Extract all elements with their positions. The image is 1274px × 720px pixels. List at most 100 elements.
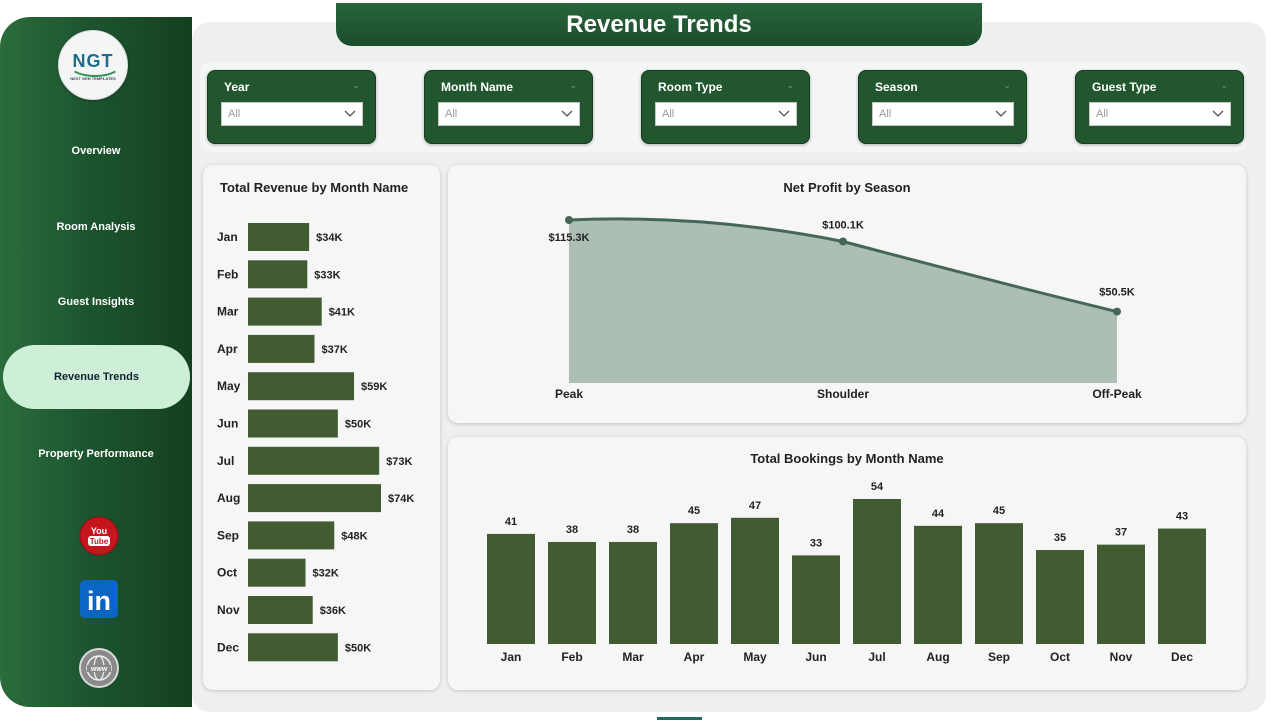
chevron-down-icon: ⌄ — [1220, 80, 1228, 90]
bookings-chart-card: Total Bookings by Month Name 41 Jan 38 Feb 3… — [448, 437, 1246, 690]
revenue-bar-jan[interactable] — [248, 223, 310, 251]
svg-text:Tube: Tube — [90, 537, 109, 546]
bookings-bar-jun[interactable] — [792, 555, 840, 644]
data-label: $74K — [388, 493, 414, 505]
season-dropdown[interactable]: All — [872, 102, 1014, 126]
revenue-bar-sep[interactable] — [248, 521, 335, 550]
category-label: Sep — [988, 650, 1010, 664]
chevron-down-icon — [778, 110, 790, 117]
slicer-label: Month Name — [441, 80, 513, 94]
slicer-label: Room Type — [658, 80, 723, 94]
data-label: 43 — [1176, 511, 1188, 523]
slicer-year: Year ⌄ All — [207, 70, 376, 144]
category-label: Oct — [217, 566, 237, 580]
nav-item-guest-insights[interactable]: Guest Insights — [57, 296, 135, 308]
data-label: $33K — [314, 269, 340, 281]
sidebar: NGT NEXT GEN TEMPLATES Overview Room Ana… — [0, 17, 192, 707]
dropdown-value: All — [662, 108, 675, 120]
category-label: Aug — [217, 491, 240, 505]
logo-swoosh — [69, 53, 121, 77]
chevron-down-icon: ⌄ — [786, 80, 794, 90]
slicer-season: Season ⌄ All — [858, 70, 1027, 144]
category-label: Apr — [684, 650, 705, 664]
chevron-down-icon: ⌄ — [352, 80, 360, 90]
bookings-bar-aug[interactable] — [914, 525, 962, 644]
chevron-down-icon — [1212, 110, 1224, 117]
category-label: Jul — [868, 650, 885, 664]
bookings-bar-oct[interactable] — [1036, 550, 1084, 644]
category-label: Jun — [217, 417, 238, 431]
bookings-bar-dec[interactable] — [1158, 528, 1206, 644]
data-label: 38 — [566, 524, 578, 536]
revenue-bar-mar[interactable] — [248, 297, 322, 326]
room-type-dropdown[interactable]: All — [655, 102, 797, 126]
chevron-down-icon: ⌄ — [569, 80, 577, 90]
revenue-bar-feb[interactable] — [248, 260, 308, 289]
chevron-down-icon — [995, 110, 1007, 117]
revenue-bar-aug[interactable] — [248, 484, 381, 513]
bookings-bar-may[interactable] — [731, 517, 779, 644]
logo-text: NGT — [72, 51, 114, 71]
data-label: $41K — [329, 307, 355, 319]
category-label: Apr — [217, 342, 238, 356]
year-dropdown[interactable]: All — [221, 102, 363, 126]
chevron-down-icon — [561, 110, 573, 117]
linkedin-icon[interactable]: in — [79, 579, 119, 619]
data-label: 44 — [932, 508, 945, 520]
category-label: May — [217, 379, 241, 393]
nav-item-overview[interactable]: Overview — [71, 145, 121, 157]
revenue-bar-nov[interactable] — [248, 596, 313, 624]
data-label: $50.5K — [1099, 287, 1135, 299]
page-title: Revenue Trends — [336, 3, 982, 46]
bookings-bar-mar[interactable] — [609, 541, 657, 644]
svg-text:www: www — [90, 666, 108, 673]
category-label: Jan — [501, 650, 522, 664]
company-logo[interactable]: NGT NEXT GEN TEMPLATES — [58, 30, 128, 100]
data-label: $115.3K — [549, 232, 590, 244]
nav-item-revenue-trends[interactable]: Revenue Trends — [3, 345, 190, 409]
website-icon[interactable]: www — [79, 648, 119, 688]
category-label: Dec — [217, 640, 239, 654]
profit-point-peak[interactable] — [565, 216, 573, 224]
bookings-bar-apr[interactable] — [670, 523, 718, 644]
profit-chart-card: Net Profit by Season $115.3K Peak $100.1K S… — [448, 165, 1246, 423]
bookings-bar-feb[interactable] — [548, 541, 596, 644]
page-tab-indicator — [657, 717, 702, 720]
bookings-bar-nov[interactable] — [1097, 544, 1145, 644]
slicer-label: Guest Type — [1092, 80, 1157, 94]
bookings-bar-sep[interactable] — [975, 523, 1023, 644]
category-label: Nov — [217, 603, 240, 617]
data-label: 45 — [688, 505, 700, 517]
profit-point-shoulder[interactable] — [839, 237, 847, 246]
svg-text:You: You — [91, 526, 107, 536]
category-label: Off-Peak — [1092, 387, 1142, 401]
profit-point-off-peak[interactable] — [1113, 307, 1121, 316]
nav-item-property-performance[interactable]: Property Performance — [38, 448, 154, 460]
category-label: Oct — [1050, 650, 1070, 664]
bookings-bar-jan[interactable] — [487, 533, 535, 644]
bookings-bar-jul[interactable] — [853, 499, 901, 644]
data-label: $36K — [320, 605, 346, 617]
revenue-bar-may[interactable] — [248, 372, 355, 401]
data-label: 45 — [993, 505, 1005, 517]
slicer-room-type: Room Type ⌄ All — [641, 70, 810, 144]
category-label: Nov — [1110, 650, 1133, 664]
data-label: 37 — [1115, 527, 1127, 539]
slicer-label: Season — [875, 80, 918, 94]
nav-item-room-analysis[interactable]: Room Analysis — [56, 221, 136, 233]
month-name-dropdown[interactable]: All — [438, 102, 580, 126]
guest-type-dropdown[interactable]: All — [1089, 102, 1231, 126]
revenue-bar-oct[interactable] — [248, 558, 306, 587]
category-label: May — [743, 650, 767, 664]
youtube-icon[interactable]: You Tube — [79, 516, 119, 556]
revenue-bar-apr[interactable] — [248, 334, 315, 363]
slicer-label: Year — [224, 80, 250, 94]
category-label: Feb — [217, 267, 238, 281]
dropdown-value: All — [879, 108, 892, 120]
revenue-bar-jul[interactable] — [248, 446, 380, 475]
revenue-bar-jun[interactable] — [248, 409, 338, 438]
dropdown-value: All — [1096, 108, 1109, 120]
revenue-bar-dec[interactable] — [248, 633, 338, 662]
logo-subtext: NEXT GEN TEMPLATES — [70, 76, 116, 81]
data-label: 35 — [1054, 532, 1066, 544]
